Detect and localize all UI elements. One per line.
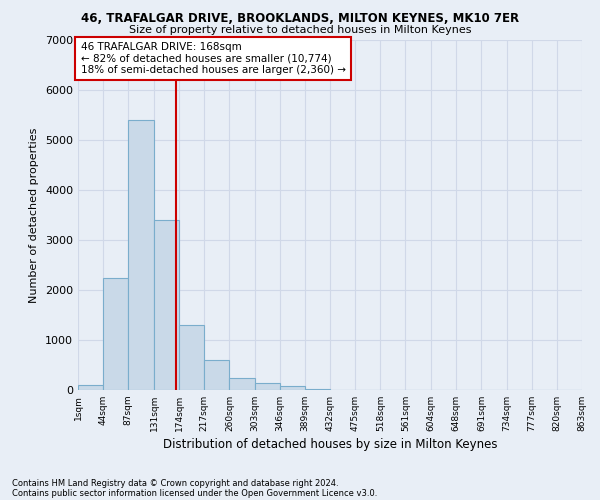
Bar <box>78 385 103 390</box>
Bar <box>305 388 330 390</box>
Bar <box>204 360 229 390</box>
Text: 46, TRAFALGAR DRIVE, BROOKLANDS, MILTON KEYNES, MK10 7ER: 46, TRAFALGAR DRIVE, BROOKLANDS, MILTON … <box>81 12 519 26</box>
Bar <box>154 220 179 390</box>
Bar <box>128 120 154 390</box>
Bar <box>103 278 128 390</box>
Bar <box>229 378 254 390</box>
Text: Contains public sector information licensed under the Open Government Licence v3: Contains public sector information licen… <box>12 488 377 498</box>
Text: Contains HM Land Registry data © Crown copyright and database right 2024.: Contains HM Land Registry data © Crown c… <box>12 478 338 488</box>
Text: 46 TRAFALGAR DRIVE: 168sqm
← 82% of detached houses are smaller (10,774)
18% of : 46 TRAFALGAR DRIVE: 168sqm ← 82% of deta… <box>80 42 346 75</box>
Bar <box>280 386 305 390</box>
Text: Size of property relative to detached houses in Milton Keynes: Size of property relative to detached ho… <box>129 25 471 35</box>
Bar <box>179 325 204 390</box>
Bar <box>254 382 280 390</box>
X-axis label: Distribution of detached houses by size in Milton Keynes: Distribution of detached houses by size … <box>163 438 497 451</box>
Y-axis label: Number of detached properties: Number of detached properties <box>29 128 40 302</box>
